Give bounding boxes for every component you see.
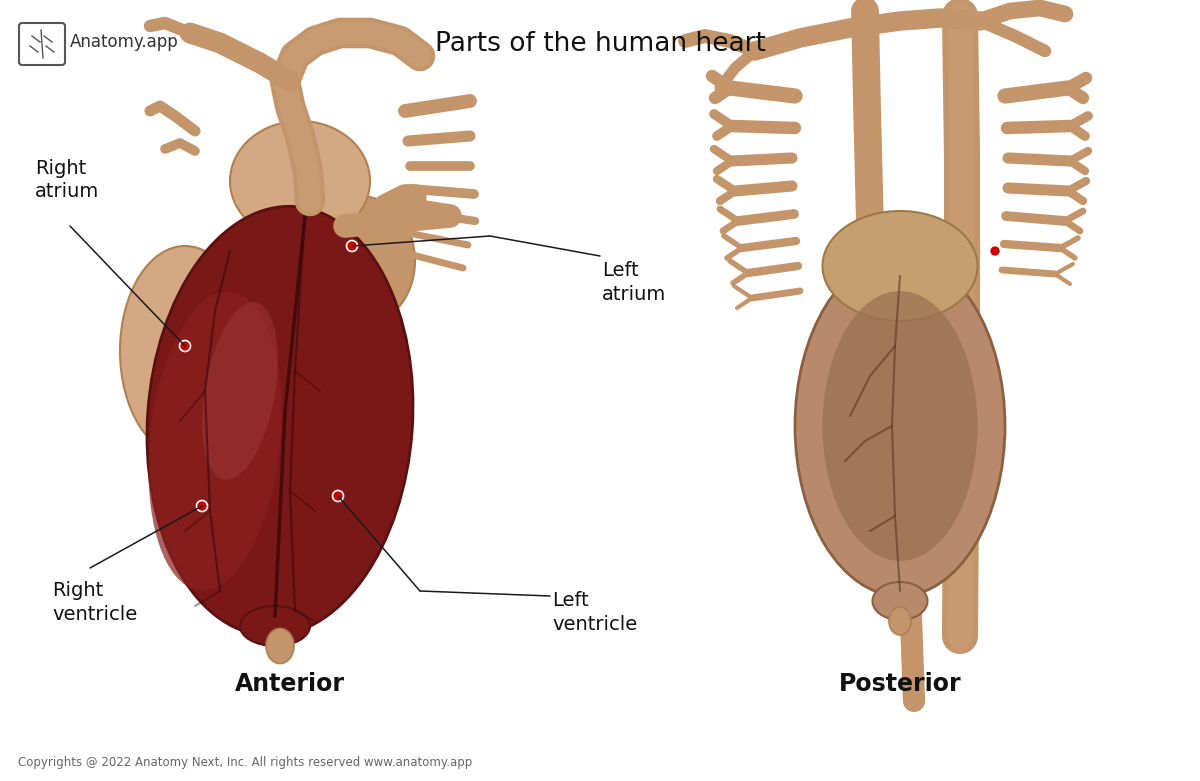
Ellipse shape [146,206,413,636]
Text: Parts of the human heart: Parts of the human heart [434,31,766,57]
Ellipse shape [149,291,282,590]
Ellipse shape [872,582,928,620]
Ellipse shape [266,629,294,664]
Ellipse shape [822,291,978,561]
Text: Anatomy.app: Anatomy.app [70,33,179,51]
Ellipse shape [822,211,978,321]
Ellipse shape [230,121,370,241]
Circle shape [347,241,358,251]
Circle shape [197,501,208,512]
Text: Left
ventricle: Left ventricle [552,591,637,633]
Text: Right
atrium: Right atrium [35,159,100,201]
Ellipse shape [889,607,911,635]
Text: Right
ventricle: Right ventricle [52,581,137,623]
Text: Posterior: Posterior [839,672,961,696]
Text: Copyrights @ 2022 Anatomy Next, Inc. All rights reserved www.anatomy.app: Copyrights @ 2022 Anatomy Next, Inc. All… [18,756,473,769]
Ellipse shape [240,606,310,646]
Ellipse shape [796,256,1006,596]
Circle shape [180,341,191,351]
Ellipse shape [202,302,278,480]
Text: Left
atrium: Left atrium [602,261,666,304]
Circle shape [990,245,1001,256]
Text: Anterior: Anterior [235,672,346,696]
Circle shape [332,490,343,501]
Ellipse shape [305,196,415,326]
Ellipse shape [120,246,250,456]
